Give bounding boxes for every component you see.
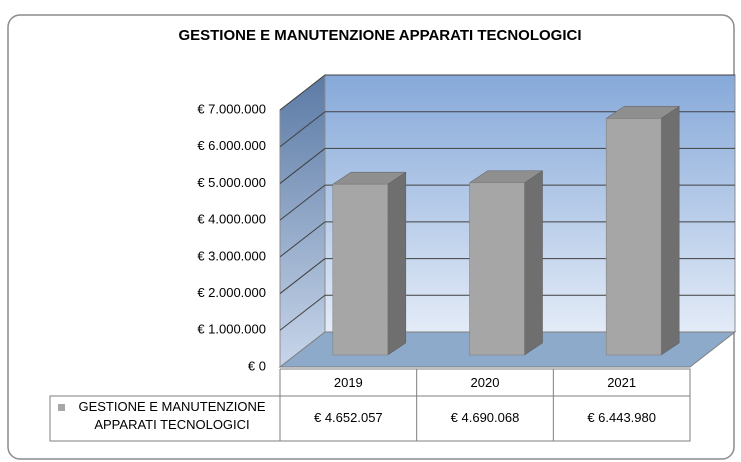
grid-line <box>279 258 326 294</box>
bar <box>468 170 544 356</box>
y-tick-label: € 1.000.000 <box>197 322 266 337</box>
y-tick-label: € 6.000.000 <box>197 138 266 153</box>
y-tick-label: € 5.000.000 <box>197 175 266 190</box>
table-value: € 4.690.068 <box>451 410 520 425</box>
y-tick-label: € 0 <box>248 358 266 373</box>
bar-front <box>605 118 662 356</box>
grid-line <box>279 294 326 331</box>
category-label: 2021 <box>607 375 636 390</box>
y-tick-label: € 2.000.000 <box>197 285 266 300</box>
grid-line <box>279 111 326 148</box>
bar-front <box>332 183 389 356</box>
bar <box>332 171 407 356</box>
bar-side <box>524 170 543 356</box>
chart-title: GESTIONE E MANUTENZIONE APPARATI TECNOLO… <box>178 27 581 44</box>
bar <box>605 105 680 356</box>
grid-line <box>279 221 326 258</box>
grid-line <box>279 74 326 111</box>
y-tick-label: € 3.000.000 <box>197 248 266 263</box>
y-tick-label: € 7.000.000 <box>197 101 266 116</box>
legend-label: GESTIONE E MANUTENZIONE APPARATI TECNOLO… <box>78 399 266 432</box>
table-value: € 4.652.057 <box>314 410 383 425</box>
grid-line <box>279 184 326 221</box>
legend-swatch <box>58 404 65 411</box>
bar-side <box>660 105 680 356</box>
bar-front <box>469 182 525 356</box>
category-label: 2019 <box>334 375 363 390</box>
category-label: 2020 <box>471 375 500 390</box>
legend-cell: GESTIONE E MANUTENZIONE APPARATI TECNOLO… <box>78 399 266 432</box>
y-tick-label: € 4.000.000 <box>197 212 266 227</box>
table-value: € 6.443.980 <box>587 410 656 425</box>
bar-side <box>387 171 407 356</box>
side-wall <box>279 73 326 369</box>
table-border <box>49 368 691 442</box>
grid-line <box>279 148 326 184</box>
